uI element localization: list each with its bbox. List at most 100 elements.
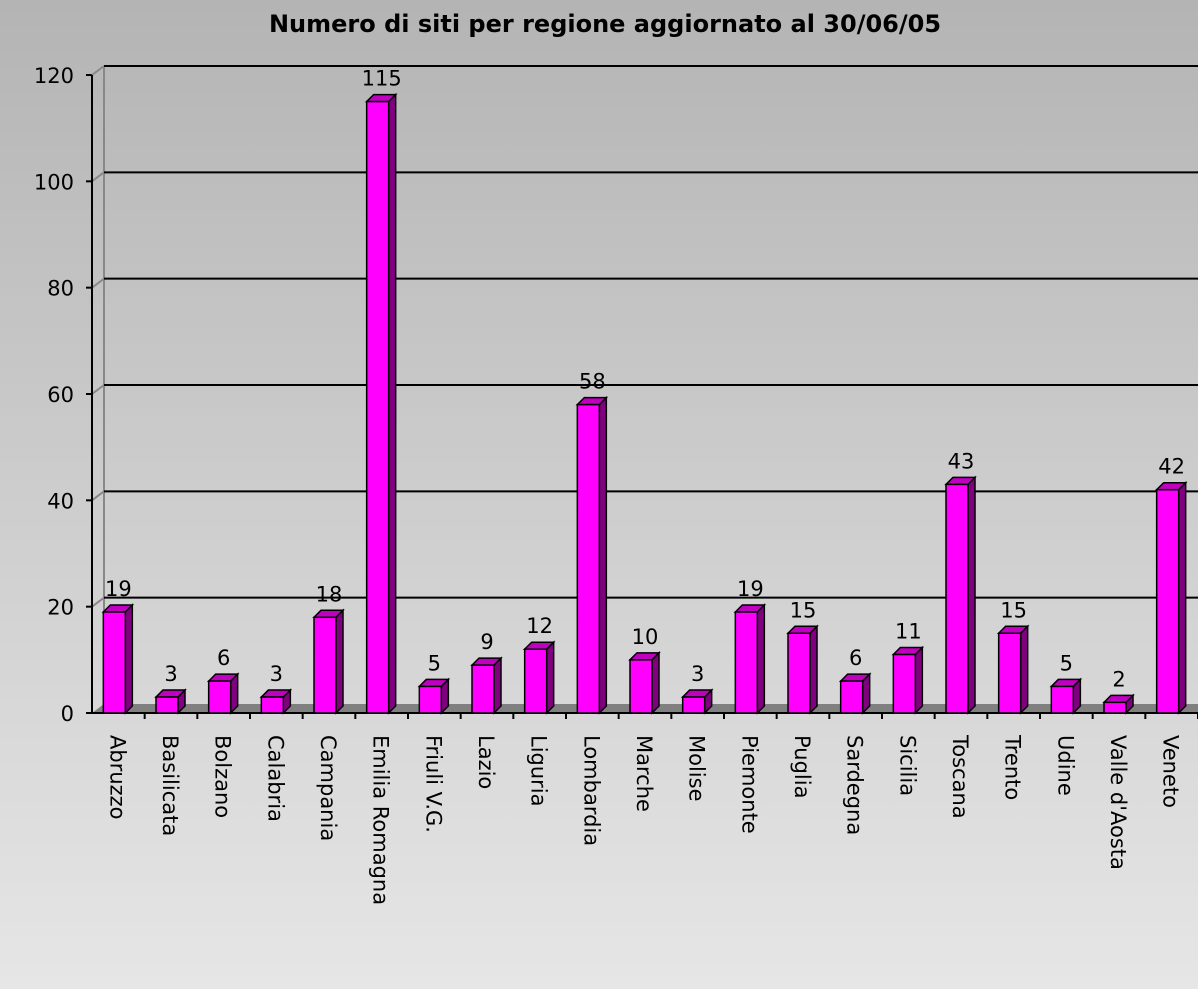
y-tick-label: 0 <box>61 702 74 726</box>
grid-line <box>91 65 105 76</box>
bar-face <box>598 395 608 715</box>
data-label: 3 <box>164 662 177 686</box>
bar-face <box>734 611 759 714</box>
x-tick-label: Veneto <box>1159 735 1183 808</box>
bar <box>680 688 714 715</box>
bar <box>312 608 345 715</box>
bar-face <box>335 608 344 715</box>
data-label: 5 <box>428 651 441 675</box>
bar <box>628 651 661 715</box>
bar-face <box>124 603 134 715</box>
data-label: 18 <box>316 582 343 606</box>
bar <box>996 624 1030 715</box>
data-label: 2 <box>1112 667 1125 691</box>
bar-face <box>809 624 818 715</box>
y-tick-label: 60 <box>47 383 74 407</box>
data-label: 12 <box>526 614 553 638</box>
x-tick-label: Basilicata <box>158 735 182 836</box>
x-tick-label: Toscana <box>948 734 972 819</box>
bar-face <box>787 632 811 714</box>
x-tick-label: Valle d'Aosta <box>1106 735 1130 870</box>
bar-face <box>945 483 969 714</box>
x-tick-label: Lazio <box>474 735 498 789</box>
bar-face <box>493 656 502 715</box>
bar-face <box>471 664 495 714</box>
bar-face <box>365 100 390 714</box>
data-label: 19 <box>105 577 132 601</box>
x-tick-label: Molise <box>685 735 709 802</box>
bar-face <box>1155 488 1180 714</box>
data-label: 42 <box>1158 455 1185 479</box>
x-tick-label: Piemonte <box>737 735 761 834</box>
x-tick-label: Sardegna <box>843 735 867 835</box>
bar-face <box>892 653 917 714</box>
bar-face <box>914 645 924 715</box>
y-tick-label: 20 <box>47 596 74 620</box>
bar-face <box>1177 480 1187 715</box>
bar <box>786 624 819 715</box>
bar <box>154 688 187 715</box>
x-tick-label: Bolzano <box>211 735 235 818</box>
grid-line <box>91 384 105 395</box>
bar <box>1154 480 1188 715</box>
data-label: 15 <box>790 598 817 622</box>
x-tick-label: Campania <box>316 735 340 841</box>
data-label: 43 <box>948 449 975 473</box>
bar <box>364 92 398 715</box>
grid-line <box>91 277 105 289</box>
grid-line <box>91 596 105 608</box>
bar-face <box>523 648 548 714</box>
data-label: 5 <box>1060 651 1073 675</box>
bar-face <box>1050 685 1075 714</box>
x-tick-label: Sicilia <box>895 735 919 796</box>
data-label: 115 <box>362 67 402 91</box>
data-label: 19 <box>737 577 764 601</box>
x-tick-label: Puglia <box>790 735 814 798</box>
bar <box>1049 677 1083 715</box>
bar-face <box>207 680 232 714</box>
data-label: 6 <box>217 646 230 670</box>
bar-face <box>756 603 766 715</box>
x-tick-label: Marche <box>632 735 656 812</box>
bar-face <box>576 403 601 714</box>
bar <box>891 645 925 715</box>
bar <box>417 677 451 715</box>
bar-face <box>681 696 706 714</box>
bar <box>575 395 609 715</box>
bar-face <box>313 616 337 714</box>
y-tick-label: 40 <box>47 489 74 513</box>
chart-title: Numero di siti per regione aggiornato al… <box>269 10 941 38</box>
x-tick-label: Udine <box>1053 735 1077 796</box>
bar-face <box>1103 701 1127 714</box>
bar-face <box>967 475 976 715</box>
bar-face <box>629 659 653 714</box>
bar <box>1102 693 1135 715</box>
bar-face <box>418 685 443 714</box>
bar-face <box>102 611 127 714</box>
bar <box>733 603 767 715</box>
bar <box>470 656 503 715</box>
bar-face <box>260 696 285 714</box>
y-tick-label: 80 <box>47 277 74 301</box>
bar-face <box>387 92 397 715</box>
data-label: 3 <box>270 662 283 686</box>
bar <box>101 603 135 715</box>
bar-face <box>839 680 864 714</box>
x-tick-label: Liguria <box>527 735 551 807</box>
data-label: 11 <box>895 620 922 644</box>
x-tick-label: Abruzzo <box>105 735 129 820</box>
data-label: 10 <box>632 625 659 649</box>
bar-face <box>1019 624 1029 715</box>
bar <box>259 688 293 715</box>
y-tick-label: 120 <box>34 64 74 88</box>
bar-face <box>651 651 660 715</box>
x-tick-label: Emilia Romagna <box>369 735 393 905</box>
data-label: 15 <box>1000 598 1027 622</box>
y-tick-label: 100 <box>34 170 74 194</box>
x-tick-label: Calabria <box>263 735 287 822</box>
grid-line <box>91 490 105 502</box>
bar <box>944 475 977 715</box>
x-tick-label: Friuli V.G. <box>421 735 445 833</box>
data-label: 3 <box>691 662 704 686</box>
x-tick-label: Trento <box>1001 734 1025 800</box>
